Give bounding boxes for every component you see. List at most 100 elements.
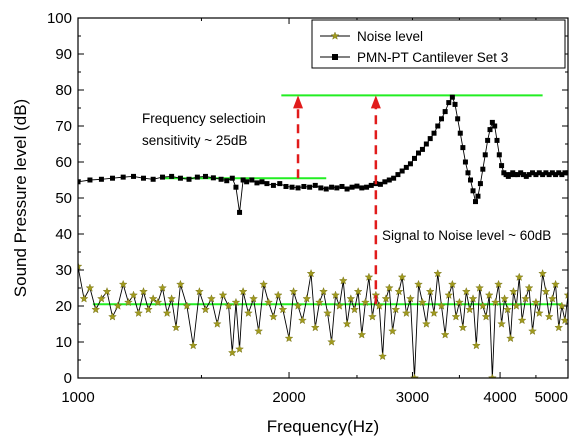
x-tick-label: 5000 xyxy=(535,389,568,406)
data-point-star xyxy=(544,312,554,321)
data-point-square xyxy=(526,172,532,178)
data-point-star xyxy=(468,294,478,303)
legend-label-pmn: PMN-PT Cantilever Set 3 xyxy=(357,50,508,65)
data-point-star xyxy=(331,290,340,299)
data-point-square xyxy=(368,182,374,188)
data-point-square xyxy=(169,173,175,179)
data-point-star xyxy=(118,279,128,289)
data-point-star xyxy=(397,272,407,281)
data-point-square xyxy=(435,123,441,129)
data-point-square xyxy=(449,94,455,100)
data-point-square xyxy=(549,170,555,176)
data-point-star xyxy=(433,269,443,278)
data-point-square xyxy=(438,116,444,122)
data-point-square xyxy=(515,172,521,178)
data-point-square xyxy=(533,172,539,178)
data-point-square xyxy=(259,179,265,185)
data-point-star xyxy=(298,315,307,325)
data-point-square xyxy=(283,183,289,189)
data-point-square xyxy=(431,130,437,136)
data-point-star xyxy=(108,312,117,321)
series-noise-level xyxy=(78,261,568,378)
data-point-star xyxy=(79,294,89,303)
data-point-square xyxy=(218,176,224,182)
data-point-square xyxy=(543,170,549,176)
data-point-star xyxy=(171,323,181,332)
data-point-square xyxy=(457,130,463,136)
data-point-star xyxy=(471,341,481,350)
data-point-star xyxy=(509,287,518,296)
data-point-star xyxy=(410,373,419,378)
data-point-square xyxy=(329,184,335,190)
annotation-selectivity-line2: sensitivity ~ 25dB xyxy=(142,133,247,148)
data-point-square xyxy=(523,173,529,179)
annotation-selectivity-line1: Frequency selectioin xyxy=(142,111,266,126)
data-point-star xyxy=(231,297,241,307)
y-tick-label: 40 xyxy=(55,226,72,243)
data-point-square xyxy=(403,164,409,170)
data-point-square xyxy=(323,186,329,192)
data-point-star xyxy=(327,337,336,346)
data-point-square xyxy=(540,172,546,178)
data-point-star xyxy=(406,294,415,303)
data-point-square xyxy=(485,137,491,143)
data-point-square xyxy=(455,116,461,122)
data-point-star xyxy=(176,279,185,289)
data-point-star xyxy=(182,301,192,310)
data-point-square xyxy=(354,183,360,189)
data-point-square xyxy=(473,199,479,205)
data-point-star xyxy=(429,308,439,317)
plot-frame xyxy=(77,17,569,379)
data-point-star xyxy=(323,308,332,317)
data-point-star xyxy=(554,323,564,332)
data-point-star xyxy=(306,269,316,278)
data-point-star xyxy=(224,301,233,310)
data-point-square xyxy=(364,184,370,190)
data-point-star xyxy=(512,301,521,310)
data-point-square xyxy=(536,170,542,176)
data-point-square xyxy=(442,109,448,115)
data-point-square xyxy=(359,185,365,191)
data-point-square xyxy=(344,186,350,192)
data-point-square xyxy=(559,172,565,178)
data-point-star xyxy=(425,287,435,296)
data-point-square xyxy=(186,176,192,182)
data-point-square xyxy=(382,179,388,185)
data-point-star xyxy=(394,287,404,296)
data-point-star xyxy=(91,305,101,314)
data-point-star xyxy=(259,279,268,289)
data-point-square xyxy=(494,137,500,143)
data-point-star xyxy=(148,294,158,303)
data-point-star xyxy=(319,287,328,296)
data-point-star xyxy=(524,283,534,292)
data-point-star xyxy=(368,312,377,321)
data-point-square xyxy=(334,185,340,191)
data-point-square xyxy=(391,175,397,181)
data-point-square xyxy=(264,181,270,187)
data-point-star xyxy=(335,301,344,310)
data-point-square xyxy=(419,146,425,152)
data-point-star xyxy=(139,287,148,296)
data-point-star xyxy=(338,276,348,285)
data-point-star xyxy=(440,330,450,339)
data-point-star xyxy=(481,312,491,321)
data-point-star xyxy=(97,294,106,303)
data-point-star xyxy=(144,305,153,314)
data-point-star xyxy=(167,294,176,303)
data-point-square xyxy=(416,150,422,156)
data-point-star xyxy=(102,287,112,296)
data-point-star xyxy=(458,323,468,332)
data-point-star xyxy=(244,308,253,317)
x-tick-label: 2000 xyxy=(272,389,305,406)
data-point-square xyxy=(480,166,486,172)
data-point-star xyxy=(85,283,95,292)
data-point-star xyxy=(378,351,387,361)
data-point-square xyxy=(307,184,313,190)
data-point-square xyxy=(270,182,276,188)
y-tick-label: 70 xyxy=(55,118,72,135)
data-point-square xyxy=(477,181,483,187)
data-point-square xyxy=(512,172,518,178)
data-point-star xyxy=(134,308,143,317)
series-pmn-pt-cantilever xyxy=(78,94,568,215)
